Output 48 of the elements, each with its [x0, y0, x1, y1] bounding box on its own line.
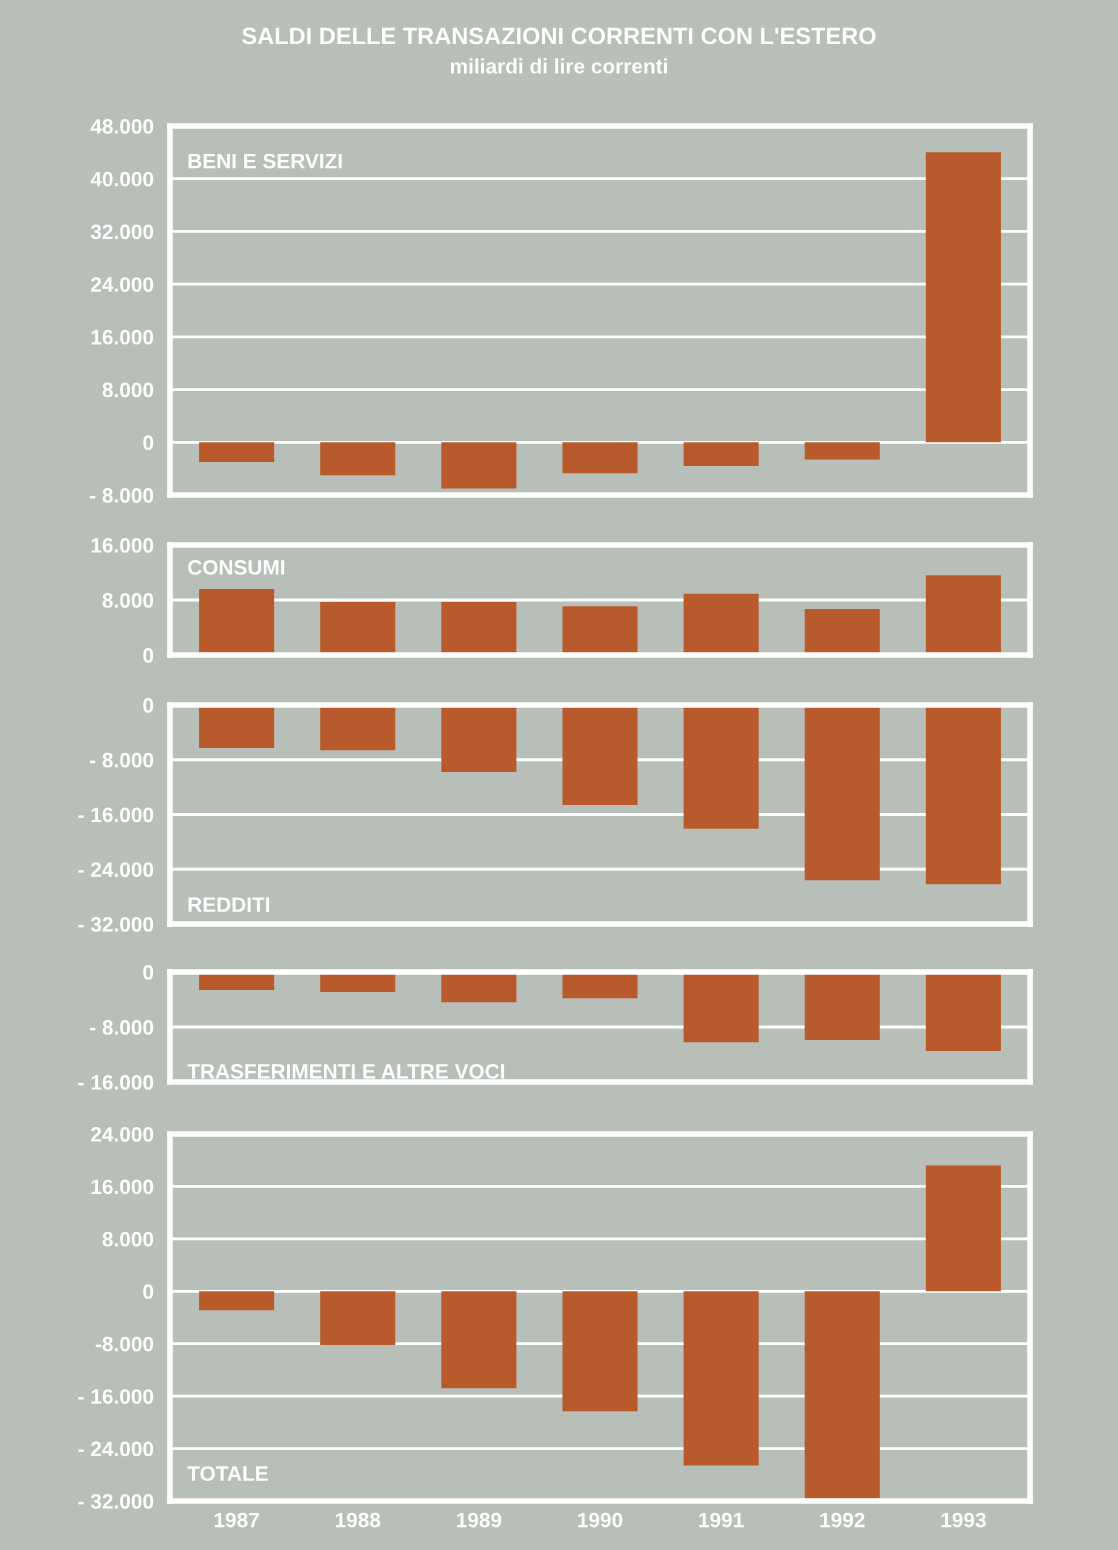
y-tick-label: 0 [143, 965, 154, 980]
bar [199, 589, 275, 655]
chart-subtitle: miliardi di lire correnti [450, 58, 667, 74]
y-tick-label: - 8.000 [89, 1020, 154, 1035]
x-tick-label: 1989 [457, 1512, 502, 1528]
y-tick-label: - 16.000 [78, 1389, 154, 1404]
y-tick-label: 8.000 [102, 1231, 154, 1247]
y-tick-label: 24.000 [91, 1127, 154, 1142]
y-tick-label: 8.000 [102, 382, 154, 398]
y-tick-label: 0 [143, 1284, 154, 1300]
bar [320, 602, 396, 655]
y-tick-label: - 8.000 [89, 488, 154, 503]
y-tick-label: 16.000 [91, 538, 154, 553]
x-tick-label: 1991 [699, 1512, 744, 1528]
y-tick-label: 0 [143, 698, 154, 713]
x-tick-label: 1990 [578, 1512, 623, 1528]
chart-title: SALDI DELLE TRANSAZIONI CORRENTI CON L'ESTERO [242, 27, 876, 45]
y-tick-label: 16.000 [91, 329, 154, 345]
y-tick-label: 32.000 [90, 224, 154, 240]
annotation: CONSUMI [188, 560, 285, 575]
bar [562, 606, 638, 655]
annotation: TRASFERIMENTI E ALTRE VOCI [187, 1064, 505, 1079]
bar [683, 593, 759, 655]
x-tick-label: 1988 [335, 1512, 381, 1528]
annotation: BENI E SERVIZI [188, 153, 342, 169]
y-tick-label: 40.000 [90, 171, 154, 187]
annotation: TOTALE [187, 1466, 268, 1481]
x-tick-label: 1987 [214, 1512, 259, 1528]
y-tick-label: - 8.000 [89, 752, 154, 768]
y-tick-label: - 16.000 [78, 807, 154, 823]
annotation: REDDITI [188, 897, 270, 912]
y-tick-label: 0 [143, 648, 154, 663]
y-tick-label: - 32.000 [78, 1494, 154, 1509]
bar [925, 575, 1001, 655]
x-tick-label: 1993 [941, 1512, 986, 1528]
y-tick-label: - 16.000 [78, 1075, 154, 1090]
bar [441, 602, 517, 655]
y-tick-label: - 24.000 [78, 1441, 154, 1457]
y-tick-label: -8.000 [95, 1336, 154, 1352]
y-tick-label: 0 [143, 435, 154, 451]
y-tick-label: - 24.000 [78, 862, 154, 877]
bar [804, 608, 880, 655]
x-tick-label: 1992 [820, 1512, 865, 1528]
y-tick-label: 48.000 [90, 119, 154, 134]
y-tick-label: - 32.000 [78, 917, 154, 932]
y-tick-label: 16.000 [91, 1179, 154, 1195]
y-tick-label: 24.000 [91, 277, 154, 292]
y-tick-label: 8.000 [102, 593, 154, 608]
